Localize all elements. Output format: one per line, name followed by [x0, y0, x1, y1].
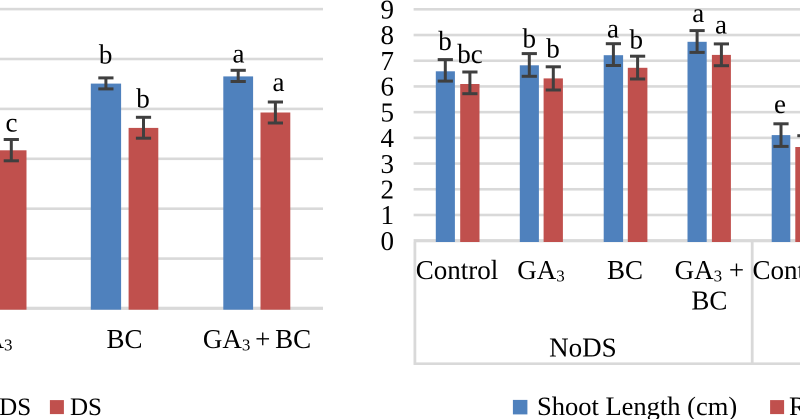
svg-text:BC: BC — [106, 324, 142, 354]
svg-text:8: 8 — [381, 20, 395, 50]
svg-text:b: b — [630, 25, 644, 55]
svg-text:a: a — [273, 67, 285, 97]
svg-text:NoDS: NoDS — [549, 333, 617, 363]
svg-text:a: a — [692, 0, 704, 28]
svg-text:b: b — [523, 24, 537, 54]
svg-text:GA3: GA3 — [0, 324, 12, 355]
svg-text:0: 0 — [381, 226, 395, 256]
svg-text:a: a — [233, 39, 245, 69]
svg-text:bc: bc — [457, 39, 483, 69]
svg-text:2: 2 — [381, 174, 395, 204]
svg-text:BC: BC — [607, 255, 643, 285]
svg-text:1: 1 — [381, 200, 395, 230]
svg-text:b: b — [438, 26, 452, 56]
svg-text:5: 5 — [381, 97, 395, 127]
svg-text:4: 4 — [381, 123, 395, 153]
svg-text:Root Length (cm): Root Length (cm) — [789, 391, 800, 419]
svg-text:6: 6 — [381, 72, 395, 102]
svg-text:a: a — [607, 14, 619, 44]
svg-text:BC: BC — [691, 286, 727, 316]
svg-text:b: b — [546, 34, 560, 64]
svg-text:GA3 + BC: GA3 + BC — [203, 324, 311, 355]
svg-text:Control: Control — [752, 255, 800, 285]
svg-text:e: e — [774, 89, 786, 119]
svg-text:NoDS: NoDS — [0, 394, 31, 419]
svg-text:b: b — [99, 40, 113, 70]
svg-text:7: 7 — [381, 46, 395, 76]
svg-text:9: 9 — [381, 0, 395, 25]
svg-text:Shoot Length (cm): Shoot Length (cm) — [537, 391, 737, 419]
svg-text:c: c — [6, 108, 18, 138]
svg-text:b: b — [136, 84, 150, 114]
svg-text:Control: Control — [416, 255, 499, 285]
svg-text:3: 3 — [381, 149, 395, 179]
svg-text:GA3 +: GA3 + — [675, 255, 744, 286]
svg-text:GA3: GA3 — [517, 255, 565, 286]
svg-text:a: a — [715, 10, 727, 40]
svg-text:DS: DS — [70, 394, 102, 419]
